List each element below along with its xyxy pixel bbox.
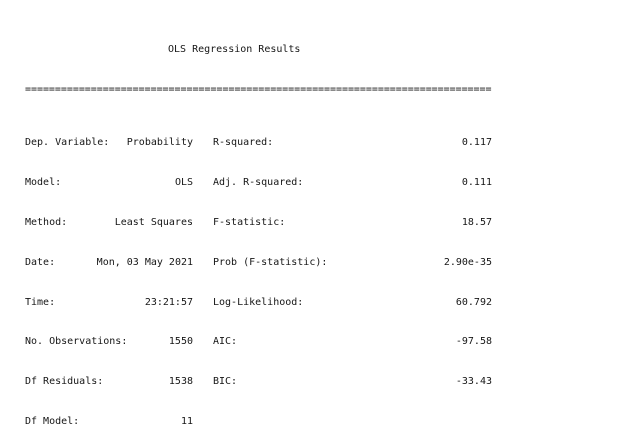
info-label: F-statistic: (213, 216, 286, 228)
info-label: R-squared: (213, 136, 274, 148)
summary-title: OLS Regression Results (168, 43, 301, 55)
info-label: Model: (25, 176, 62, 188)
info-label: Dep. Variable: (25, 136, 110, 148)
info-label: Log-Likelihood: (213, 296, 304, 308)
model-info-row: Df Model: 11 (25, 415, 492, 428)
model-info-row: Dep. Variable: Probability R-squared: 0.11… (25, 136, 492, 149)
info-value: -97.58 (455, 336, 492, 348)
info-value: 1538 (168, 376, 193, 388)
info-value: 60.792 (455, 296, 492, 308)
info-label: Adj. R-squared: (213, 176, 304, 188)
info-value: 18.57 (461, 216, 492, 228)
model-info-row: Method: Least Squares F-statistic: 18.57 (25, 216, 492, 229)
info-label: Df Residuals: (25, 376, 104, 388)
info-label: AIC: (213, 336, 238, 348)
info-value: 0.117 (461, 136, 492, 148)
model-info-row: Model: OLS Adj. R-squared: 0.111 (25, 176, 492, 189)
info-value: Mon, 03 May 2021 (96, 256, 193, 268)
info-value: 1550 (168, 336, 193, 348)
model-info-row: No. Observations: 1550 AIC: -97.58 (25, 335, 492, 348)
info-value: OLS (174, 176, 193, 188)
model-info-row: Time: 23:21:57 Log-Likelihood: 60.792 (25, 296, 492, 309)
info-label: Prob (F-statistic): (213, 256, 328, 268)
info-label: No. Observations: (25, 336, 128, 348)
info-value: Least Squares (114, 216, 193, 228)
info-value: Probability (126, 136, 193, 148)
info-label: Date: (25, 256, 56, 268)
info-value: 2.90e-35 (443, 256, 492, 268)
info-label: BIC: (213, 376, 238, 388)
info-value: 0.111 (461, 176, 492, 188)
info-value: 11 (180, 416, 193, 428)
model-info-row: Date: Mon, 03 May 2021 Prob (F-statistic)… (25, 256, 492, 269)
info-value: 23:21:57 (144, 296, 193, 308)
info-label: Method: (25, 216, 68, 228)
separator-double: ========================================… (25, 83, 492, 95)
info-value: -33.43 (455, 376, 492, 388)
model-info-row: Df Residuals: 1538 BIC: -33.43 (25, 375, 492, 388)
info-label: Df Model: (25, 416, 80, 428)
info-label: Time: (25, 296, 56, 308)
